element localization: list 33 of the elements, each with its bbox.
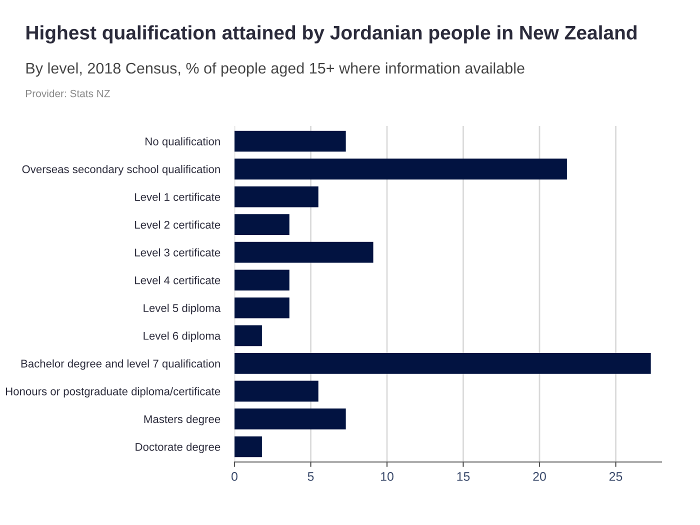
x-tick-label: 20 <box>533 472 546 481</box>
bar <box>234 186 318 208</box>
y-tick-label: Bachelor degree and level 7 qualification <box>21 359 220 370</box>
chart-title: Highest qualification attained by Jordanian people in New Zealand <box>26 25 637 44</box>
y-tick-label: Honours or postgraduate diploma/certificate <box>6 387 220 398</box>
bar <box>234 214 290 235</box>
bar <box>234 297 290 318</box>
x-tick-label: 15 <box>457 472 470 481</box>
bar <box>234 353 651 374</box>
x-tick-label: 10 <box>381 472 394 481</box>
x-tick-label: 25 <box>609 472 622 481</box>
y-tick-label: Level 6 diploma <box>144 332 221 342</box>
text: Provider: Stats NZ <box>26 90 110 98</box>
y-tick-label: Level 1 certificate <box>135 192 220 201</box>
bar <box>234 130 346 152</box>
chart-subtitle: By level, 2018 Census, % of people aged 15+ where information available <box>26 62 524 77</box>
y-tick-label: Level 2 certificate <box>135 220 220 229</box>
bar <box>234 325 262 346</box>
y-tick-label: Overseas secondary school qualification <box>22 165 220 176</box>
y-tick-label: No qualification <box>146 137 220 148</box>
y-tick-label: Masters degree <box>144 414 220 426</box>
x-tick-label: 5 <box>308 472 314 481</box>
bar <box>234 380 318 402</box>
bar <box>234 158 567 180</box>
y-tick-label: Level 5 diploma <box>144 304 221 314</box>
y-tick-label: Level 4 certificate <box>135 276 220 284</box>
bar <box>234 408 346 430</box>
bar <box>234 270 290 291</box>
y-tick-label: Doctorate degree <box>136 442 220 454</box>
bar <box>234 242 374 263</box>
x-tick-label: 0 <box>232 472 238 481</box>
bar <box>234 436 262 458</box>
y-tick-label: Level 3 certificate <box>135 248 220 256</box>
